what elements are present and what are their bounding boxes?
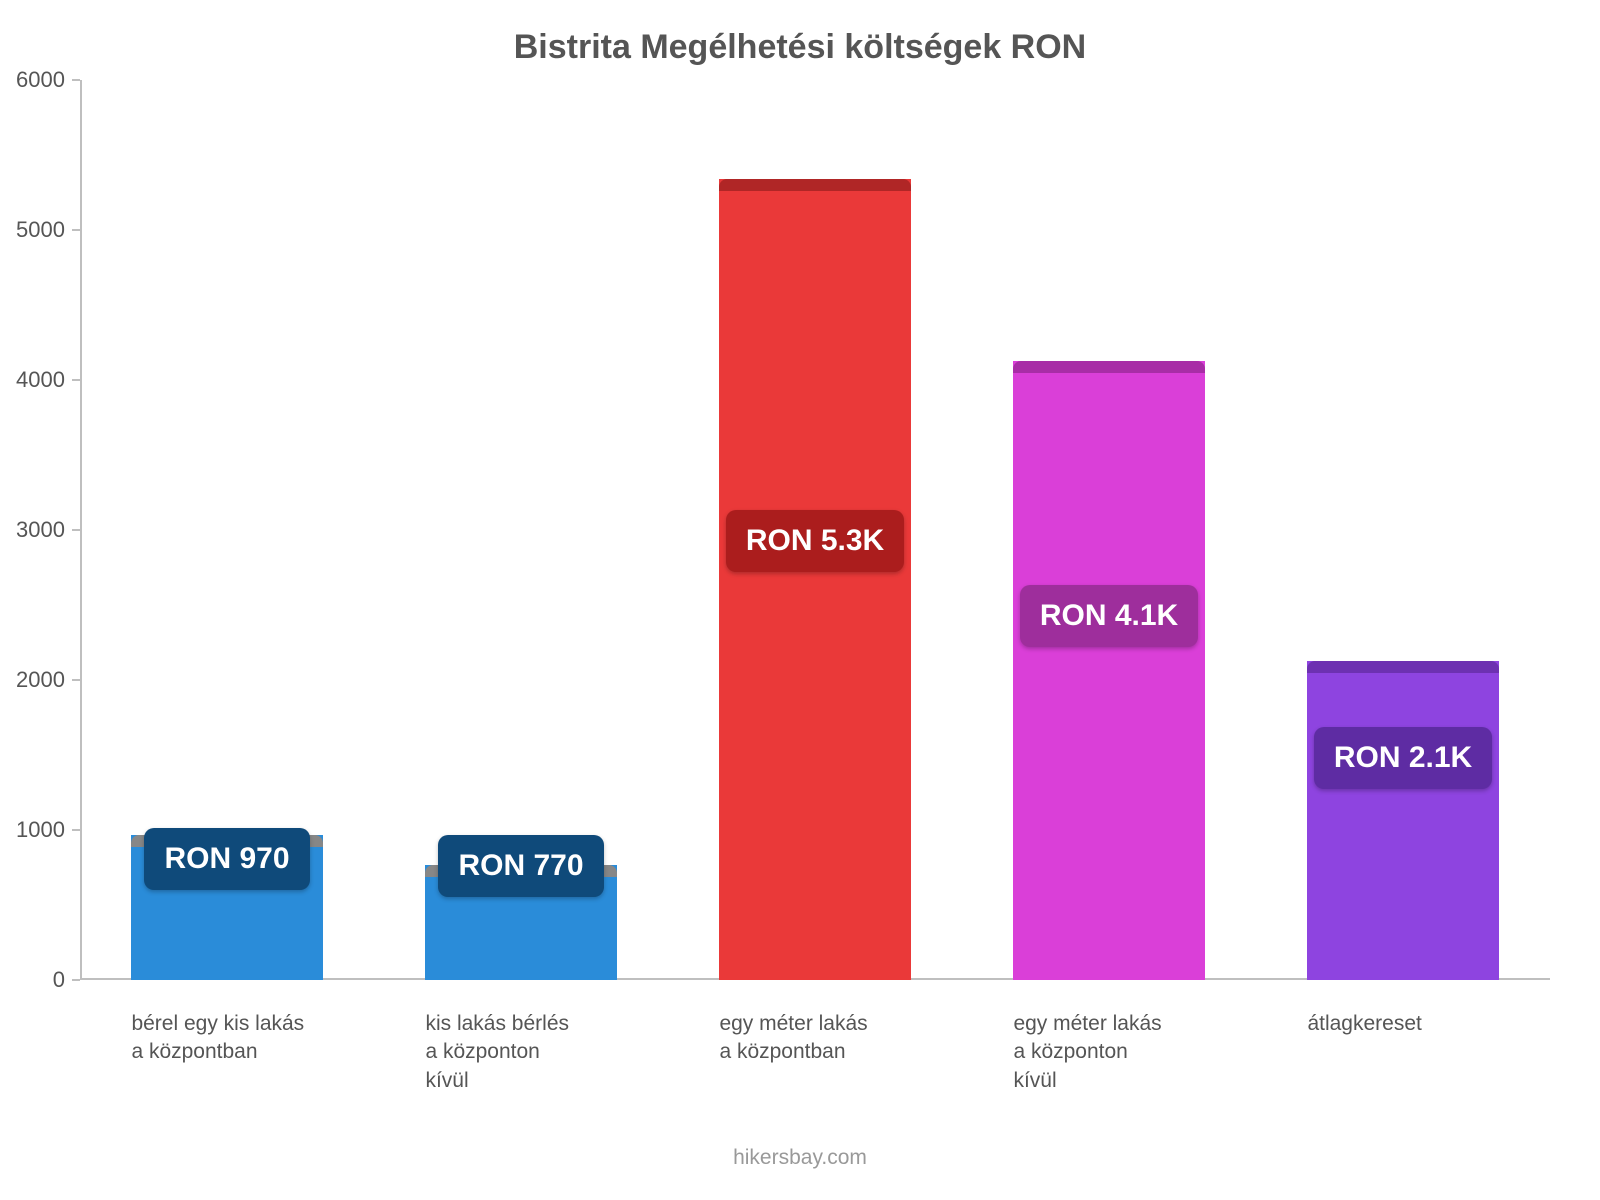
plot-area: 0100020003000400050006000RON 970bérel eg…: [80, 80, 1550, 980]
y-tick-mark: [72, 379, 80, 381]
bar-value-label: RON 5.3K: [726, 510, 904, 572]
bar: [1013, 361, 1204, 981]
y-tick-label: 6000: [0, 67, 65, 93]
bar-value-label: RON 970: [144, 828, 309, 890]
chart-title: Bistrita Megélhetési költségek RON: [0, 28, 1600, 67]
y-tick-label: 4000: [0, 367, 65, 393]
x-category-label: egy méter lakás a központon kívül: [1013, 1010, 1204, 1095]
bar-value-label: RON 770: [438, 835, 603, 897]
y-tick-mark: [72, 979, 80, 981]
bar-top-cap: [1307, 661, 1498, 673]
chart-container: Bistrita Megélhetési költségek RON 01000…: [0, 0, 1600, 1200]
chart-footer: hikersbay.com: [0, 1146, 1600, 1170]
bar-top-cap: [719, 179, 910, 191]
bar-top-cap: [1013, 361, 1204, 373]
y-tick-mark: [72, 679, 80, 681]
y-tick-mark: [72, 229, 80, 231]
y-tick-mark: [72, 529, 80, 531]
bar: [719, 179, 910, 980]
y-tick-mark: [72, 79, 80, 81]
x-category-label: bérel egy kis lakás a központban: [131, 1010, 322, 1067]
x-category-label: egy méter lakás a központban: [719, 1010, 910, 1067]
y-tick-label: 2000: [0, 667, 65, 693]
y-tick-label: 5000: [0, 217, 65, 243]
bar-value-label: RON 4.1K: [1020, 585, 1198, 647]
bar: [1307, 661, 1498, 981]
y-tick-label: 0: [0, 967, 65, 993]
y-tick-mark: [72, 829, 80, 831]
x-category-label: kis lakás bérlés a központon kívül: [425, 1010, 616, 1095]
y-tick-label: 1000: [0, 817, 65, 843]
x-category-label: átlagkereset: [1307, 1010, 1498, 1038]
y-axis-line: [80, 80, 82, 980]
y-tick-label: 3000: [0, 517, 65, 543]
bar-value-label: RON 2.1K: [1314, 727, 1492, 789]
